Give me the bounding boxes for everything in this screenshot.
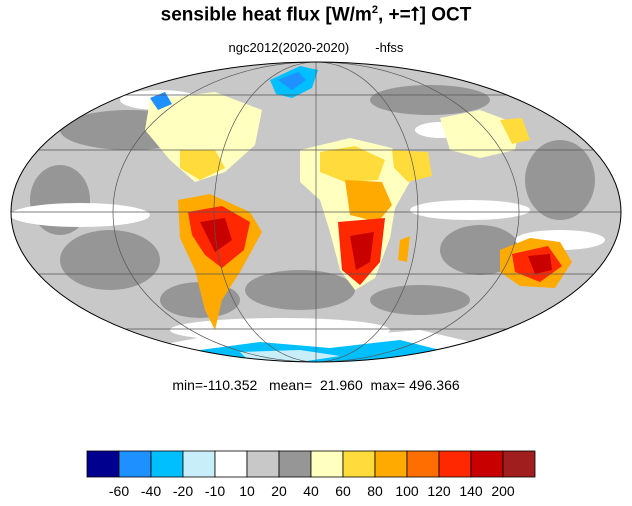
colorbar-label: 100 (395, 483, 419, 499)
colorbar-swatch (86, 450, 120, 478)
stats-line: min=-110.352 mean= 21.960 max= 496.366 (172, 377, 460, 393)
colorbar-swatch (502, 450, 536, 478)
asia (440, 110, 520, 158)
colorbar-swatch (374, 450, 408, 478)
stat-min: -110.352 (203, 377, 258, 393)
colorbar-label: 120 (427, 483, 451, 499)
colorbar-label: -40 (141, 483, 161, 499)
stat-mean: 21.960 (319, 377, 363, 393)
colorbar-swatch (118, 450, 152, 478)
colorbar-swatch (310, 450, 344, 478)
colorbar-swatch (278, 450, 312, 478)
colorbar-label: -10 (205, 483, 225, 499)
colorbar-label: 140 (459, 483, 483, 499)
colorbar-swatch (182, 450, 216, 478)
colorbar-label: 20 (271, 483, 287, 499)
colorbar-swatch (214, 450, 248, 478)
variable-name: -hfss (375, 40, 404, 55)
colorbar-label: 10 (239, 483, 255, 499)
north-america (145, 92, 262, 182)
colorbar-label: -60 (109, 483, 129, 499)
colorbar-swatch (246, 450, 280, 478)
colorbar-label: 200 (491, 483, 515, 499)
map-title: sensible heat flux [W/m2, +=⭡] OCT (160, 4, 472, 26)
colorbar-label: -20 (173, 483, 193, 499)
colorbar-label: 80 (367, 483, 383, 499)
colorbar-label: 60 (335, 483, 351, 499)
colorbar-swatch (342, 450, 376, 478)
map-outline (10, 61, 622, 363)
map-subtitle: ngc2012(2020-2020) -hfss (0, 40, 632, 55)
run-name: ngc2012(2020-2020) (228, 40, 350, 55)
colorbar-swatch (150, 450, 184, 478)
colorbar-label: 40 (303, 483, 319, 499)
stat-max: 496.366 (409, 377, 460, 393)
colorbar-swatch (438, 450, 472, 478)
colorbar-swatch (470, 450, 504, 478)
arabia (392, 150, 432, 182)
colorbar-swatch (406, 450, 440, 478)
